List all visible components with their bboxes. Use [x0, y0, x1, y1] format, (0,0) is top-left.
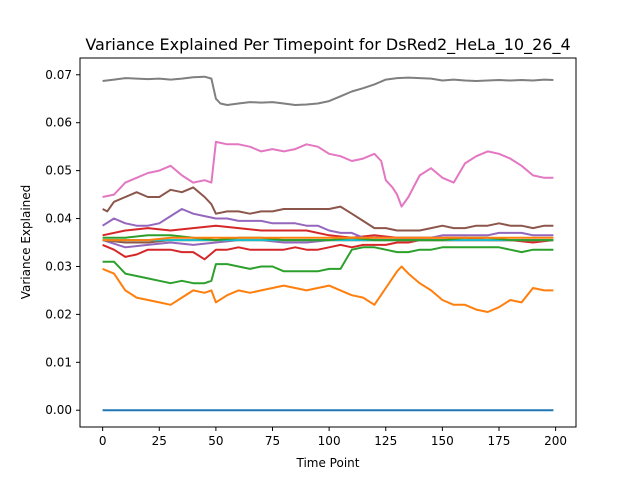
- x-tick-label: 50: [208, 434, 223, 448]
- x-tick-label: 100: [318, 434, 341, 448]
- y-tick-label: 0.04: [45, 212, 72, 226]
- series-line-2: [102, 246, 554, 285]
- chart-title: Variance Explained Per Timepoint for DsR…: [85, 35, 570, 55]
- y-tick-label: 0.05: [45, 164, 72, 178]
- series-line-10: [102, 75, 554, 106]
- series-line-9: [102, 140, 554, 208]
- series-line-14: [102, 236, 554, 242]
- x-axis-ticks: 0 25 50 75 100 125 150 175 200: [99, 427, 567, 448]
- y-tick-label: 0.07: [45, 68, 72, 82]
- x-tick-label: 125: [374, 434, 397, 448]
- y-tick-label: 0.03: [45, 259, 72, 273]
- plot-area-frame: [79, 57, 577, 428]
- series-line-7: [102, 186, 554, 232]
- x-tick-label: 25: [152, 434, 167, 448]
- y-axis-label: Variance Explained: [19, 185, 33, 300]
- x-tick-label: 75: [265, 434, 280, 448]
- y-axis-ticks: 0.00 0.01 0.02 0.03 0.04 0.05 0.06 0.07: [45, 68, 80, 417]
- x-tick-label: 150: [431, 434, 454, 448]
- y-tick-label: 0.01: [45, 355, 72, 369]
- y-tick-label: 0.02: [45, 307, 72, 321]
- series-line-1: [102, 265, 554, 313]
- y-tick-label: 0.00: [45, 403, 72, 417]
- series-line-5: [102, 208, 554, 239]
- series-group: [102, 75, 554, 412]
- x-axis-label: Time Point: [296, 456, 360, 470]
- x-tick-label: 200: [544, 434, 567, 448]
- x-tick-label: 175: [488, 434, 511, 448]
- y-tick-label: 0.06: [45, 116, 72, 130]
- x-tick-label: 0: [99, 434, 107, 448]
